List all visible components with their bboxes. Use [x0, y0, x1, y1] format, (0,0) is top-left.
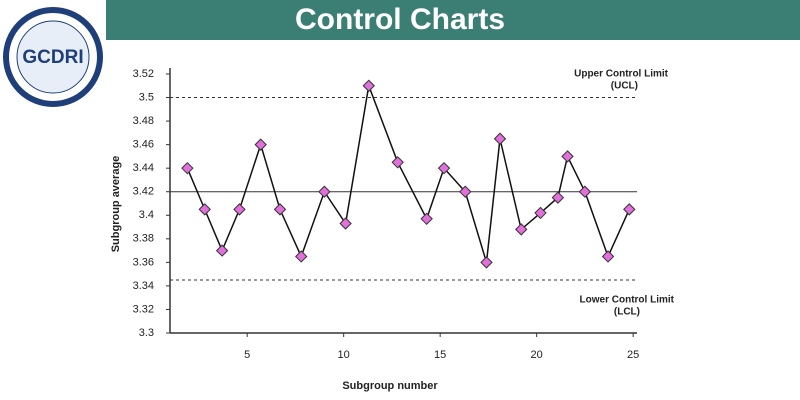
x-tick-label: 25 — [627, 349, 639, 361]
point — [551, 191, 565, 204]
point — [623, 203, 636, 216]
y-tick-label: 3.38 — [133, 233, 154, 245]
logo-text: GCDRI — [22, 47, 83, 68]
y-tick-label: 3.48 — [133, 115, 154, 127]
y-tick-label: 3.34 — [133, 280, 154, 292]
y-tick-label: 3.3 — [139, 327, 154, 339]
logo-inner — [16, 20, 90, 94]
y-tick-label: 3.42 — [133, 186, 154, 198]
point — [459, 185, 472, 198]
y-tick-label: 3.44 — [133, 162, 154, 174]
point — [233, 203, 246, 216]
ucl-abbr: (UCL) — [611, 81, 638, 92]
point — [362, 79, 375, 92]
point — [339, 217, 352, 230]
point — [318, 185, 331, 198]
point — [295, 250, 308, 263]
x-tick-label: 10 — [338, 349, 350, 361]
y-tick-label: 3.36 — [133, 256, 154, 268]
lcl-abbr: (LCL) — [614, 307, 640, 318]
y-tick-label: 3.52 — [133, 68, 154, 80]
point — [601, 250, 615, 263]
point — [391, 156, 404, 169]
point — [273, 203, 287, 216]
point — [493, 132, 507, 145]
point — [420, 212, 433, 226]
point — [215, 244, 229, 257]
y-tick-label: 3.32 — [133, 303, 154, 315]
lcl-label: Lower Control Limit — [580, 295, 675, 306]
x-axis-label: Subgroup number — [342, 380, 438, 392]
point — [578, 185, 592, 198]
ucl-label: Upper Control Limit — [574, 69, 669, 80]
point — [254, 138, 267, 151]
x-tick-label: 15 — [434, 349, 446, 361]
point — [480, 256, 493, 269]
point — [534, 206, 547, 220]
series-line — [186, 82, 630, 263]
banner — [0, 0, 800, 40]
x-tick-label: 20 — [531, 349, 543, 361]
y-tick-label: 3.4 — [139, 209, 154, 221]
y-tick-label: 3.5 — [139, 91, 154, 103]
point — [515, 223, 528, 236]
point — [561, 150, 574, 163]
y-tick-label: 3.46 — [133, 139, 154, 151]
x-tick-label: 5 — [244, 349, 250, 361]
banner-title: Control Charts — [295, 3, 505, 36]
point — [198, 203, 211, 216]
point — [181, 161, 194, 175]
y-axis-label: Subgroup average — [110, 156, 122, 253]
point — [437, 161, 451, 175]
